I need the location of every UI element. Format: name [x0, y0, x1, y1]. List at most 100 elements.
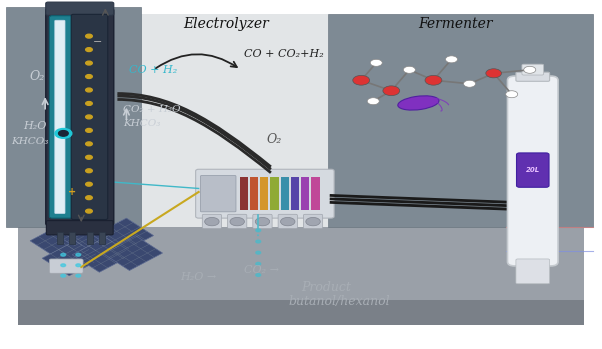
Bar	[250, 177, 258, 210]
FancyBboxPatch shape	[228, 214, 247, 229]
Bar	[87, 232, 93, 244]
Circle shape	[85, 75, 92, 79]
Text: CO₂ + H₂O: CO₂ + H₂O	[123, 105, 181, 114]
Circle shape	[76, 253, 81, 256]
Bar	[311, 177, 320, 210]
Text: CO + H₂: CO + H₂	[129, 65, 178, 75]
Circle shape	[370, 59, 382, 66]
Text: 20L: 20L	[526, 167, 540, 173]
FancyBboxPatch shape	[516, 259, 550, 284]
Circle shape	[367, 98, 379, 105]
Circle shape	[306, 217, 320, 226]
Text: Product: Product	[301, 281, 351, 295]
Text: H₂O: H₂O	[23, 121, 46, 131]
Circle shape	[85, 169, 92, 173]
Circle shape	[85, 182, 92, 186]
Polygon shape	[72, 237, 132, 272]
FancyBboxPatch shape	[46, 221, 113, 235]
FancyBboxPatch shape	[303, 214, 323, 229]
Text: Electrolyzer: Electrolyzer	[184, 17, 269, 31]
Bar	[240, 177, 248, 210]
Circle shape	[230, 217, 244, 226]
Circle shape	[486, 69, 501, 78]
FancyBboxPatch shape	[196, 169, 334, 218]
Bar	[281, 177, 289, 210]
Circle shape	[85, 128, 92, 132]
Text: CO + CO₂+H₂: CO + CO₂+H₂	[244, 49, 323, 59]
FancyBboxPatch shape	[516, 72, 550, 81]
Polygon shape	[18, 227, 584, 300]
Circle shape	[256, 229, 261, 232]
Circle shape	[383, 86, 400, 96]
FancyBboxPatch shape	[253, 214, 272, 229]
Polygon shape	[141, 14, 328, 227]
FancyBboxPatch shape	[49, 259, 83, 273]
Text: −: −	[93, 37, 102, 47]
Bar	[270, 177, 279, 210]
Bar	[57, 232, 63, 244]
Circle shape	[85, 34, 92, 38]
Circle shape	[76, 264, 81, 267]
Text: O₂: O₂	[29, 70, 45, 83]
FancyBboxPatch shape	[46, 8, 114, 225]
Text: +: +	[68, 187, 76, 197]
FancyBboxPatch shape	[71, 14, 108, 220]
Ellipse shape	[398, 96, 439, 110]
Circle shape	[85, 196, 92, 200]
Polygon shape	[42, 241, 102, 276]
Circle shape	[281, 217, 295, 226]
Circle shape	[256, 262, 261, 265]
Bar	[69, 232, 75, 244]
Circle shape	[255, 217, 270, 226]
Circle shape	[506, 91, 518, 98]
Text: O₂: O₂	[266, 133, 282, 146]
Polygon shape	[30, 223, 90, 258]
Circle shape	[85, 155, 92, 159]
Text: CO₂ →: CO₂ →	[244, 266, 279, 275]
FancyBboxPatch shape	[202, 214, 222, 229]
Bar	[291, 177, 299, 210]
Circle shape	[353, 75, 370, 85]
Bar	[301, 177, 309, 210]
Circle shape	[61, 274, 66, 277]
Polygon shape	[102, 236, 163, 270]
Polygon shape	[6, 7, 141, 227]
Polygon shape	[93, 218, 154, 253]
FancyBboxPatch shape	[278, 214, 297, 229]
Circle shape	[445, 56, 458, 63]
Circle shape	[85, 61, 92, 65]
FancyBboxPatch shape	[46, 2, 114, 15]
Circle shape	[61, 253, 66, 256]
Text: Fermenter: Fermenter	[418, 17, 493, 31]
Circle shape	[85, 115, 92, 119]
Circle shape	[85, 209, 92, 213]
FancyBboxPatch shape	[49, 16, 75, 218]
FancyBboxPatch shape	[507, 76, 558, 266]
Text: butanol/hexanol: butanol/hexanol	[289, 295, 391, 309]
Circle shape	[85, 88, 92, 92]
Circle shape	[76, 274, 81, 277]
Circle shape	[524, 66, 536, 73]
FancyBboxPatch shape	[55, 20, 65, 214]
Circle shape	[85, 48, 92, 52]
Circle shape	[256, 274, 261, 276]
Polygon shape	[328, 14, 593, 227]
Text: H₂O →: H₂O →	[181, 273, 217, 282]
Circle shape	[205, 217, 219, 226]
Polygon shape	[60, 220, 120, 255]
Polygon shape	[18, 300, 584, 325]
Circle shape	[85, 142, 92, 146]
FancyBboxPatch shape	[200, 176, 236, 212]
Circle shape	[256, 251, 261, 254]
Bar	[260, 177, 268, 210]
Circle shape	[85, 102, 92, 105]
Circle shape	[425, 75, 442, 85]
Circle shape	[58, 131, 68, 136]
FancyBboxPatch shape	[517, 153, 549, 187]
Circle shape	[256, 240, 261, 243]
Circle shape	[61, 264, 66, 267]
FancyBboxPatch shape	[522, 64, 544, 75]
Circle shape	[464, 80, 476, 87]
Bar	[99, 232, 105, 244]
Circle shape	[403, 66, 415, 73]
